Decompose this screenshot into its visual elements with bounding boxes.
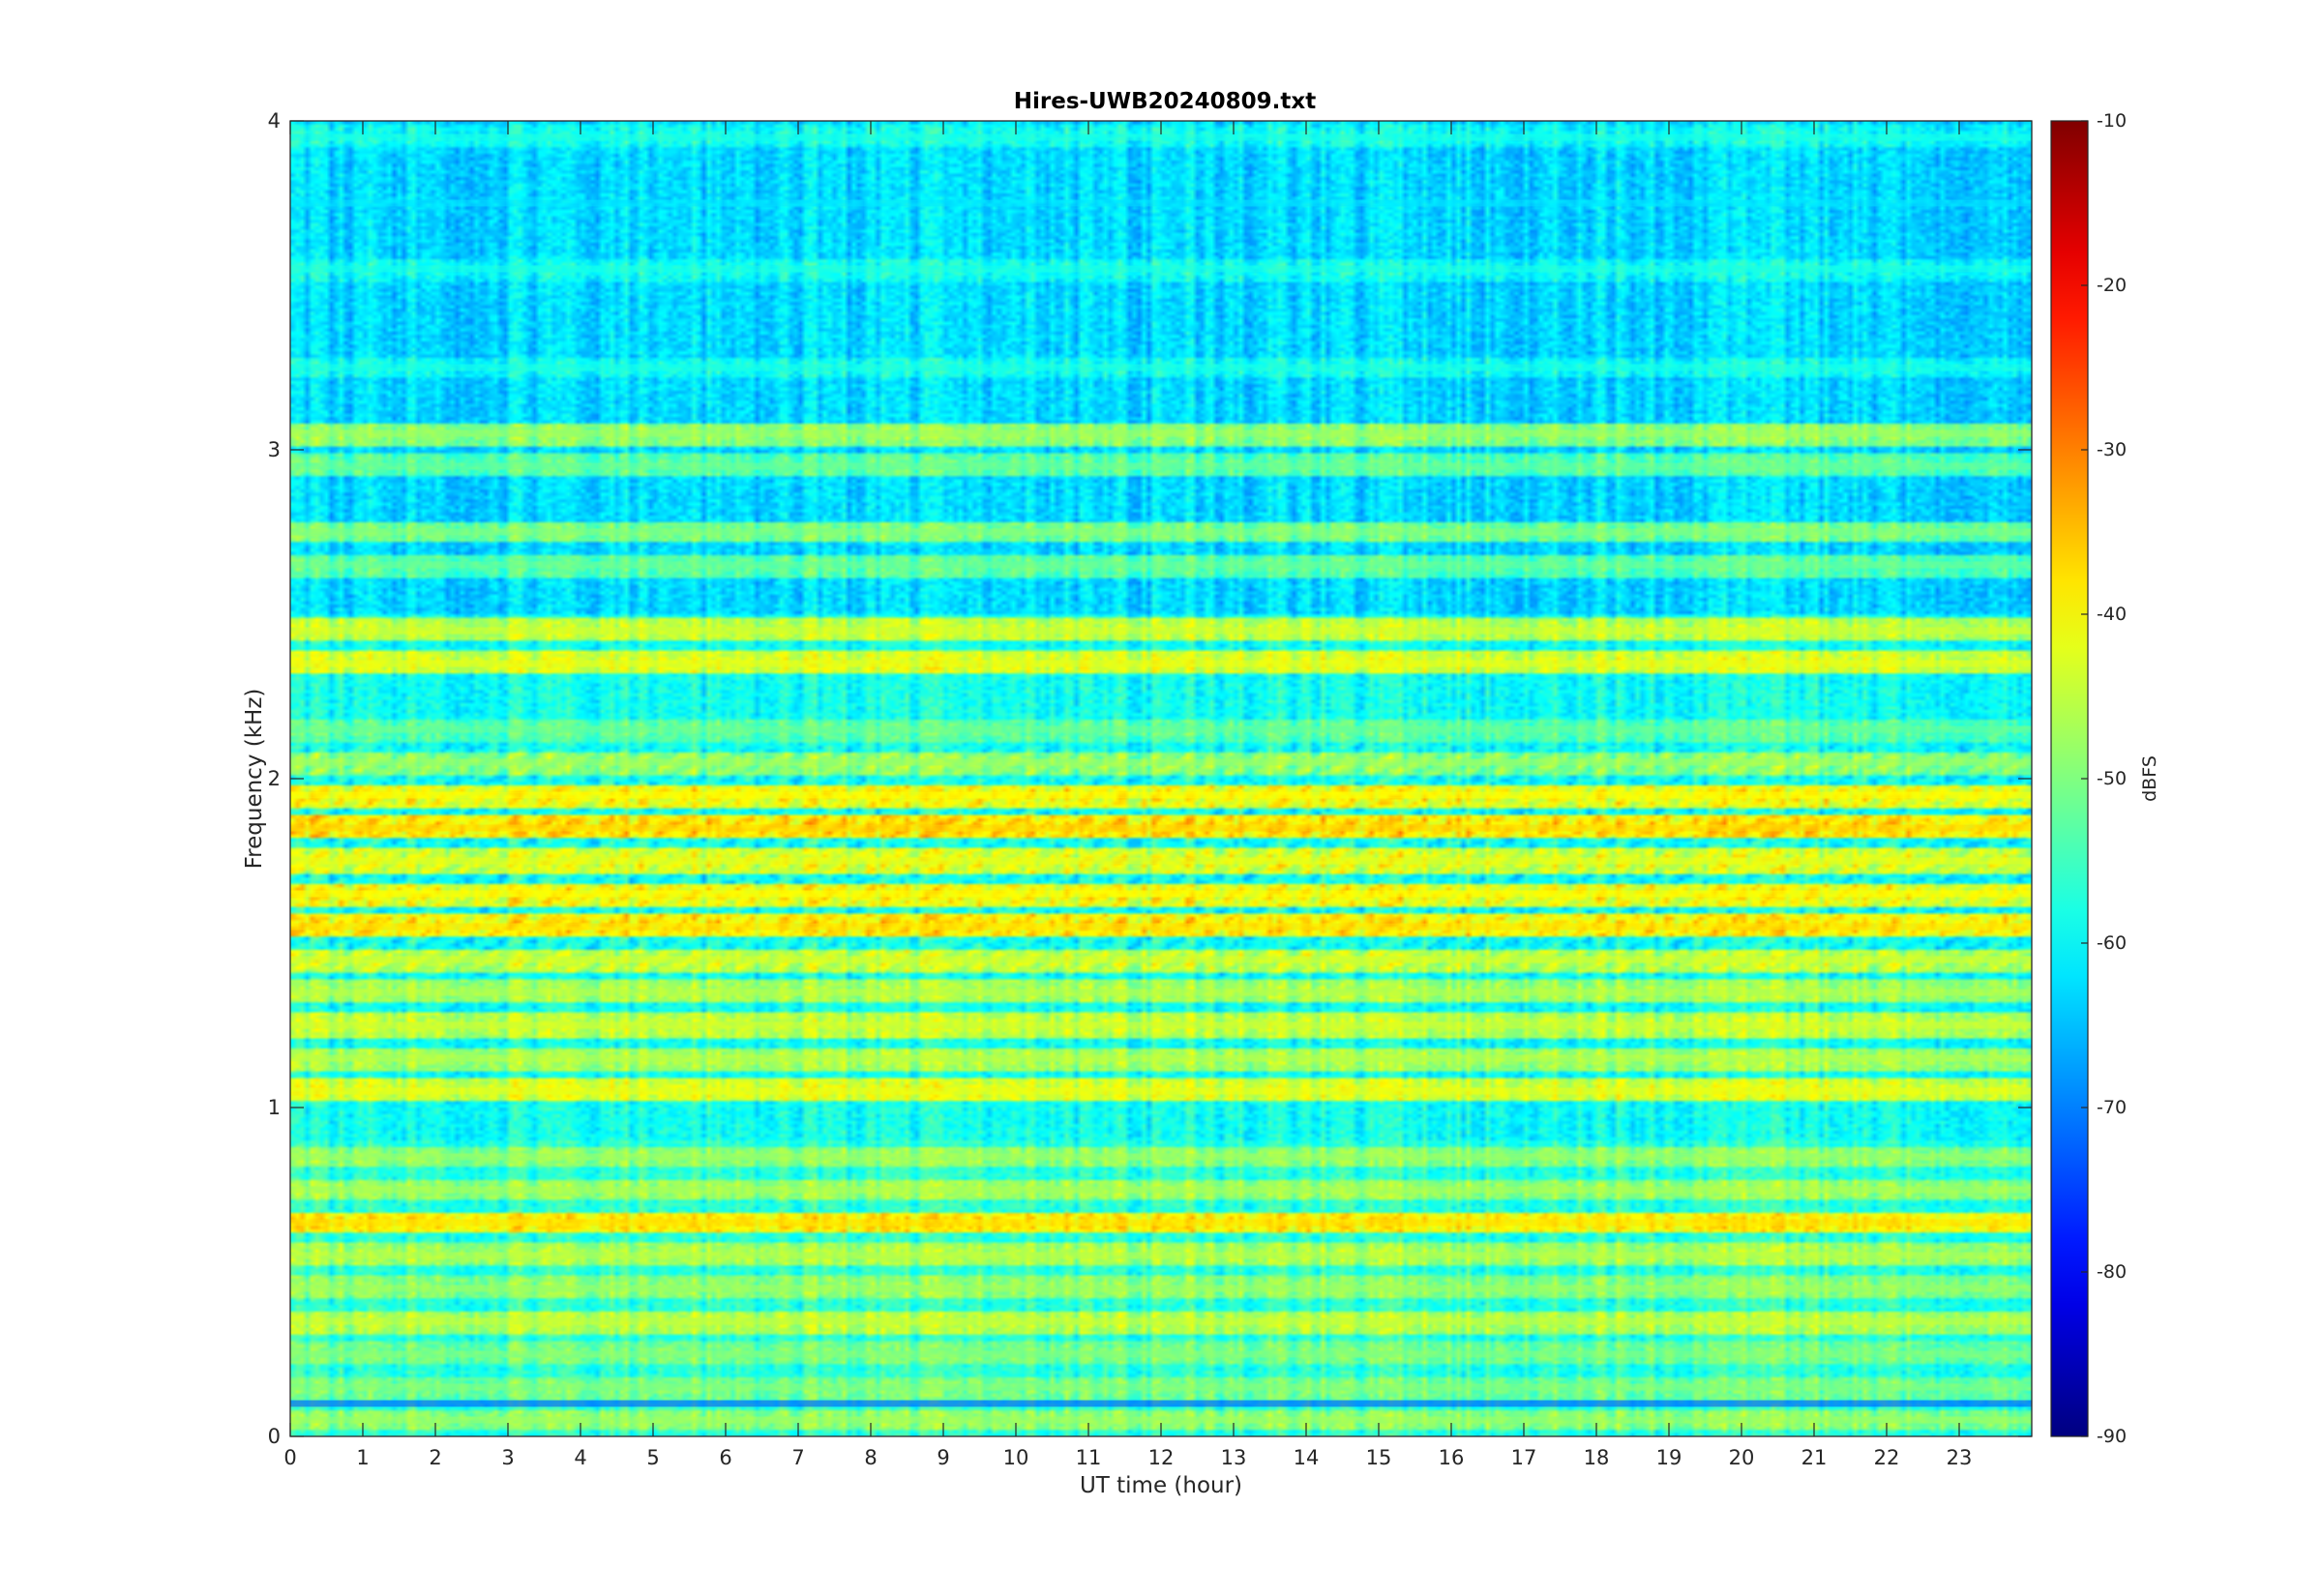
frequency-band-14 [290,956,2032,963]
colorbar-tick-label: -90 [2097,1426,2127,1447]
frequency-band-10 [290,1087,2032,1095]
x-tick-label: 20 [1729,1446,1755,1469]
frequency-band-30 [290,199,2032,207]
frequency-band-9 [290,1153,2032,1161]
frequency-band-18 [290,824,2032,832]
frequency-band-15 [290,923,2032,931]
x-axis-label: UT time (hour) [1080,1473,1242,1498]
frequency-band-31 [290,133,2032,141]
spectrogram-image [290,121,2032,1436]
frequency-band-27 [290,429,2032,437]
x-tick-label: 0 [283,1446,296,1469]
x-tick-label: 10 [1003,1446,1029,1469]
frequency-band-21 [290,725,2032,733]
frequency-band-7 [290,1219,2032,1227]
frequency-band-2 [290,1383,2032,1391]
frequency-band-5 [290,1285,2032,1292]
x-tick-label: 1 [356,1446,369,1469]
frequency-band-8 [290,1186,2032,1194]
x-tick-label: 15 [1366,1446,1392,1469]
frequency-band-29 [290,265,2032,273]
frequency-band-3 [290,1350,2032,1358]
x-tick-label: 21 [1801,1446,1828,1469]
frequency-band-11 [290,1054,2032,1062]
y-axis: 0 1 2 3 4 [268,109,2032,1448]
x-tick-label: 12 [1148,1446,1175,1469]
x-tick-label: 16 [1439,1446,1465,1469]
frequency-band-22 [290,660,2032,667]
x-tick-label: 19 [1656,1446,1682,1469]
colorbar: -10 -20 -30 -40 -50 -60 -70 -80 -90 [2050,110,2127,1447]
y-tick-label: 3 [268,438,281,461]
frequency-band-20 [290,758,2032,766]
colorbar-tick-label: -40 [2097,604,2127,625]
y-tick-label: 0 [268,1425,281,1448]
x-tick-label: 22 [1874,1446,1900,1469]
colorbar-tick-label: -70 [2097,1097,2127,1118]
frequency-band-24 [290,561,2032,569]
x-tick-label: 7 [791,1446,804,1469]
colorbar-tick-label: -80 [2097,1261,2127,1283]
colorbar-tick-label: -30 [2097,439,2127,460]
x-tick-label: 9 [937,1446,949,1469]
x-tick-label: 14 [1294,1446,1320,1469]
chart-title: Hires-UWB20240809.txt [1014,89,1316,114]
x-axis: 0 1 2 3 4 5 6 7 8 9 10 11 12 13 14 15 16 17 18 19 20 21 22 23 [283,121,1972,1469]
colorbar-tick-label: -10 [2097,110,2127,132]
x-tick-label: 6 [719,1446,731,1469]
frequency-band-25 [290,528,2032,536]
colorbar-tick-label: -60 [2097,932,2127,954]
x-tick-label: 3 [501,1446,514,1469]
x-tick-label: 18 [1584,1446,1610,1469]
y-axis-label: Frequency (kHz) [242,689,267,870]
x-tick-label: 11 [1076,1446,1102,1469]
frequency-band-23 [290,627,2032,635]
x-tick-label: 13 [1221,1446,1247,1469]
y-tick-label: 4 [268,109,281,133]
colorbar-label: dBFS [2139,755,2160,802]
x-tick-label: 23 [1947,1446,1973,1469]
x-tick-label: 4 [574,1446,586,1469]
frequency-band-6 [290,1252,2032,1259]
frequency-band-16 [290,890,2032,898]
spectrogram-plot-area [290,121,2032,1436]
y-tick-label: 2 [268,767,281,790]
frequency-band-26 [290,462,2032,470]
x-tick-label: 2 [429,1446,441,1469]
frequency-band-1 [290,1400,2032,1407]
frequency-band-13 [290,989,2032,996]
frequency-band-17 [290,857,2032,865]
frequency-band-28 [290,364,2032,371]
colorbar-tick-label: -50 [2097,768,2127,789]
frequency-band-4 [290,1317,2032,1325]
frequency-band-19 [290,791,2032,799]
y-tick-label: 1 [268,1096,281,1119]
x-tick-label: 8 [864,1446,877,1469]
frequency-band-12 [290,1021,2032,1029]
colorbar-tick-label: -20 [2097,275,2127,296]
x-tick-label: 17 [1511,1446,1537,1469]
frequency-band-0 [290,1416,2032,1424]
x-tick-label: 5 [646,1446,659,1469]
